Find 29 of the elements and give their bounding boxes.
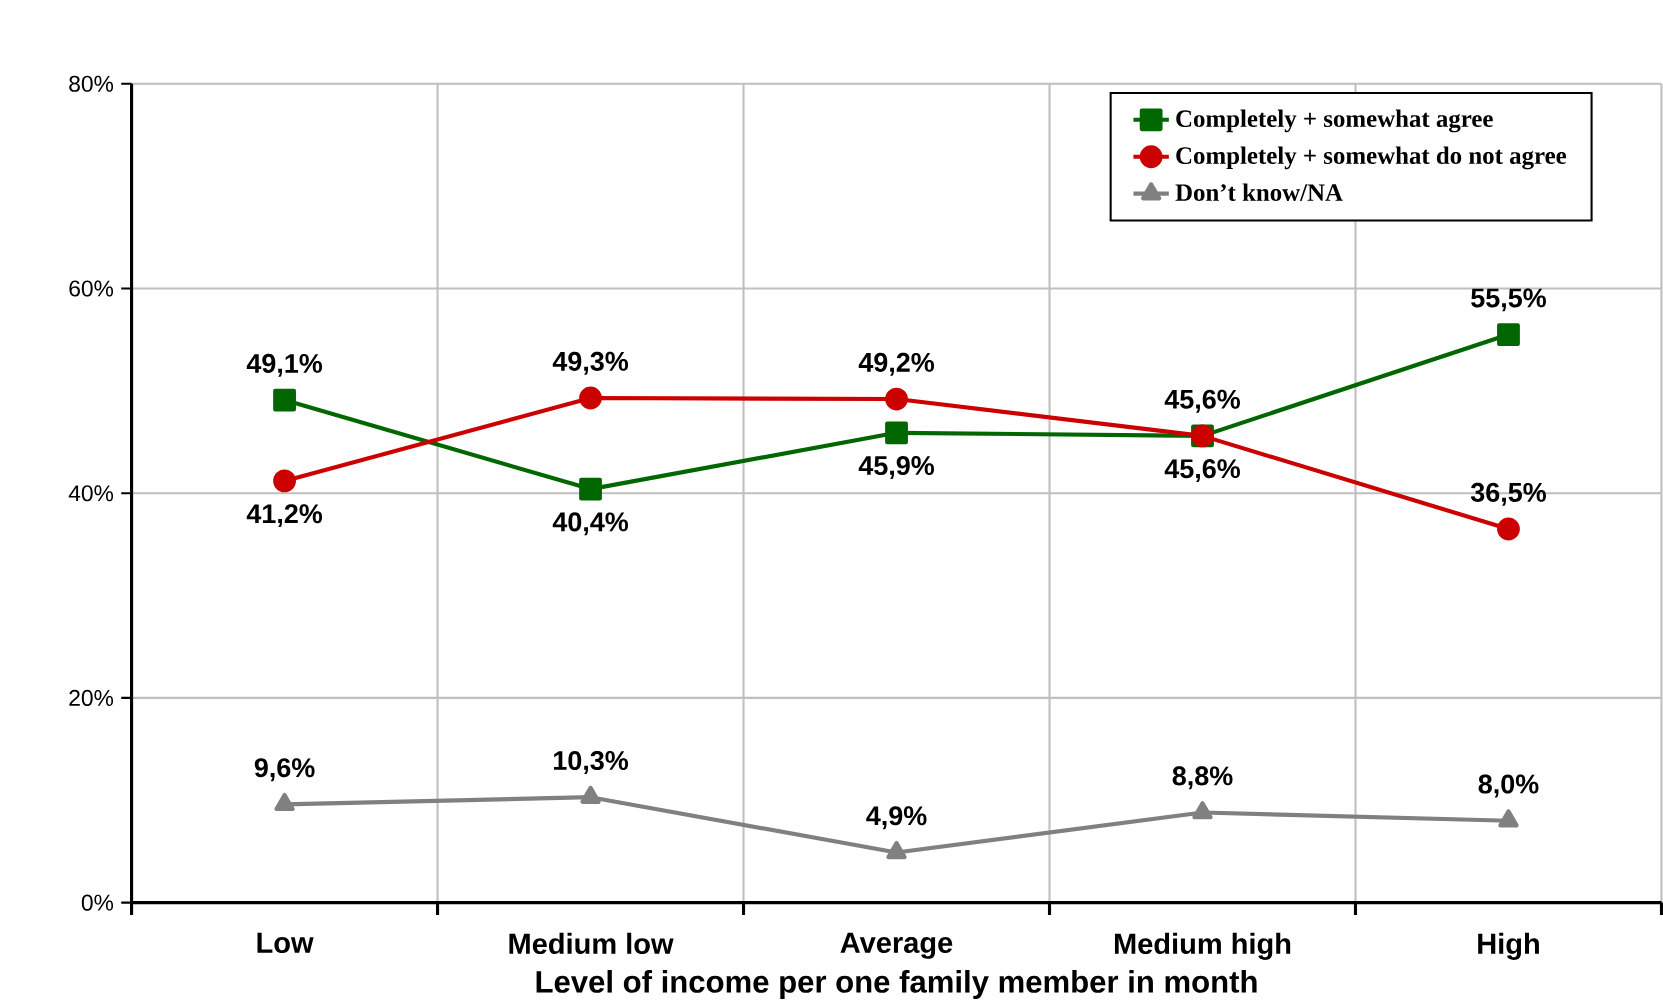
legend-label: Don’t know/NA (1175, 183, 1343, 202)
data-label: 49,3% (552, 351, 629, 375)
data-label: 49,2% (858, 352, 934, 376)
data-label: 10,3% (554, 751, 629, 775)
legend-label: Completely + somewhat agree (1176, 109, 1493, 133)
data-label: 4,9% (866, 806, 927, 830)
data-label: 49,1% (246, 353, 323, 377)
x-tick-label: Average (840, 932, 953, 959)
x-tick-label: Medium low (509, 932, 674, 955)
x-tick-label: Medium high (1114, 932, 1291, 960)
y-tick-label: 20% (69, 689, 114, 707)
data-label: 45,6% (1164, 459, 1240, 483)
y-tick-label: 40% (68, 485, 114, 502)
y-tick-label: 0% (81, 894, 114, 911)
data-label: 55,5% (1471, 288, 1546, 312)
data-label: 40,4% (552, 512, 629, 536)
x-tick-label: High (1478, 932, 1539, 960)
data-label: 8,0% (1478, 774, 1539, 798)
data-label: 8,8% (1172, 766, 1233, 790)
x-tick-label: Low (257, 932, 314, 954)
data-label: 41,2% (246, 504, 323, 528)
data-label: 36,5% (1470, 482, 1546, 506)
data-label: 45,9% (858, 456, 934, 480)
y-tick-label: 60% (69, 280, 114, 297)
y-tick-label: 80% (69, 75, 114, 92)
data-label: 9,6% (254, 758, 315, 782)
legend-label: Completely + somewhat do not agree (1176, 146, 1567, 170)
x-axis-title: Level of income per one family member in month (536, 970, 1257, 1000)
data-label: 45,6% (1164, 389, 1240, 413)
